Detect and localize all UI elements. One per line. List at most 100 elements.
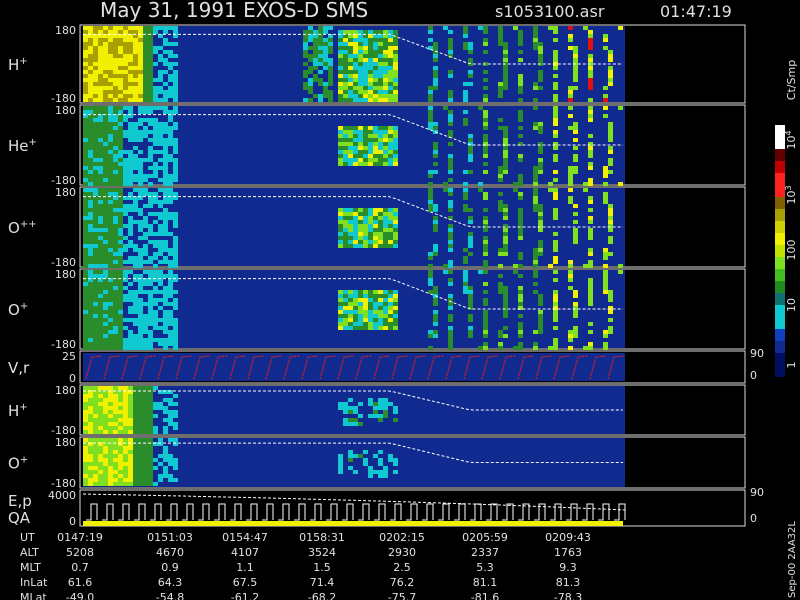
- spectrogram-cell: [173, 248, 178, 252]
- spectrogram-cell: [108, 122, 113, 126]
- spectrogram-cell: [98, 410, 103, 414]
- spectrogram-cell: [553, 298, 558, 302]
- spectrogram-cell: [483, 94, 488, 98]
- spectrogram-cell: [353, 90, 358, 94]
- spectrogram: [83, 270, 623, 350]
- spectrogram-cell: [358, 126, 363, 130]
- spectrogram-cell: [148, 130, 153, 134]
- spectrogram-cell: [553, 240, 558, 244]
- spectrogram-cell: [168, 200, 173, 204]
- spectrogram-cell: [308, 90, 313, 94]
- spectrogram-cell: [573, 70, 578, 74]
- spectrogram-cell: [133, 220, 138, 224]
- spectrogram-cell: [553, 26, 558, 30]
- spectrogram-cell: [108, 458, 113, 462]
- spectrogram-cell: [83, 478, 88, 482]
- spectrogram-cell: [118, 38, 123, 42]
- spectrogram-cell: [358, 86, 363, 90]
- spectrogram-cell: [588, 150, 593, 154]
- spectrogram-cell: [83, 26, 88, 30]
- spectrogram-cell: [158, 478, 163, 482]
- spectrogram-cell: [353, 54, 358, 58]
- spectrogram-cell: [553, 346, 558, 350]
- spectrogram-cell: [378, 220, 383, 224]
- spectrogram-cell: [303, 62, 308, 66]
- spectrogram-cell: [108, 470, 113, 474]
- panel-label: He+: [8, 137, 37, 155]
- spectrogram-cell: [393, 74, 398, 78]
- spectrogram-cell: [518, 82, 523, 86]
- spectrogram-cell: [88, 134, 93, 138]
- spectrogram-cell: [338, 126, 343, 130]
- spectrogram-cell: [138, 330, 143, 334]
- spectrogram-cell: [88, 418, 93, 422]
- spectrogram-cell: [98, 192, 103, 196]
- spectrogram-cell: [93, 82, 98, 86]
- spectrogram-cell: [328, 98, 333, 102]
- spectrogram-cell: [608, 252, 613, 256]
- spectrogram-cell: [173, 236, 178, 240]
- spectrogram-cell: [433, 86, 438, 90]
- spectrogram-cell: [443, 264, 448, 268]
- spectrogram-cell: [383, 216, 388, 220]
- spectrogram-cell: [93, 306, 98, 310]
- spectrogram-cell: [393, 418, 398, 422]
- spectrogram-cell: [143, 98, 148, 102]
- spectrogram-cell: [93, 58, 98, 62]
- spectrogram-cell: [158, 390, 163, 394]
- spectrogram-cell: [498, 342, 503, 346]
- spectrogram-cell: [338, 458, 343, 462]
- spectrogram-cell: [568, 182, 573, 186]
- spectrogram-cell: [338, 66, 343, 70]
- spectrogram-cell: [163, 178, 168, 182]
- spectrogram-cell: [588, 220, 593, 224]
- spectrogram-cell: [373, 232, 378, 236]
- spectrogram-cell: [503, 286, 508, 290]
- spectrogram-cell: [83, 86, 88, 90]
- spectrogram-cell: [128, 450, 133, 454]
- spectrogram-cell: [168, 142, 173, 146]
- spectrogram-cell: [123, 134, 128, 138]
- spectrogram-cell: [113, 138, 118, 142]
- spectrogram-cell: [83, 334, 88, 338]
- spectrogram-cell: [168, 390, 173, 394]
- spectrogram-cell: [343, 154, 348, 158]
- spectrogram-cell: [323, 90, 328, 94]
- spectrogram-cell: [573, 126, 578, 130]
- spectrogram-cell: [88, 470, 93, 474]
- spectrogram-cell: [353, 58, 358, 62]
- spectrogram-cell: [93, 138, 98, 142]
- spectrogram-cell: [153, 90, 158, 94]
- spectrogram-cell: [143, 270, 148, 274]
- spectrogram-cell: [393, 290, 398, 294]
- spectrogram-cell: [393, 228, 398, 232]
- spectrogram-cell: [373, 298, 378, 302]
- spectrogram-cell: [108, 414, 113, 418]
- spectrogram-cell: [553, 244, 558, 248]
- spectrogram-cell: [133, 86, 138, 90]
- spectrogram-cell: [143, 94, 148, 98]
- spectrogram-cell: [358, 62, 363, 66]
- spectrogram: [83, 106, 623, 186]
- spectrogram-cell: [143, 442, 148, 446]
- spectrogram-cell: [568, 106, 573, 110]
- spectrogram-cell: [538, 224, 543, 228]
- spectrogram-cell: [173, 70, 178, 74]
- spectrogram-cell: [103, 458, 108, 462]
- spectrogram-cell: [603, 86, 608, 90]
- spectrogram-cell: [568, 46, 573, 50]
- spectrogram-cell: [448, 110, 453, 114]
- spectrogram-cell: [128, 466, 133, 470]
- spectrogram-cell: [338, 162, 343, 166]
- spectrogram-cell: [358, 158, 363, 162]
- spectrogram-cell: [108, 290, 113, 294]
- spectrogram-cell: [103, 326, 108, 330]
- spectrogram-cell: [93, 110, 98, 114]
- spectrogram-cell: [98, 330, 103, 334]
- spectrogram-cell: [588, 286, 593, 290]
- spectrogram-cell: [108, 90, 113, 94]
- spectrogram-cell: [98, 482, 103, 486]
- spectrogram-cell: [148, 390, 153, 394]
- spectrogram-cell: [143, 282, 148, 286]
- spectrogram-cell: [393, 150, 398, 154]
